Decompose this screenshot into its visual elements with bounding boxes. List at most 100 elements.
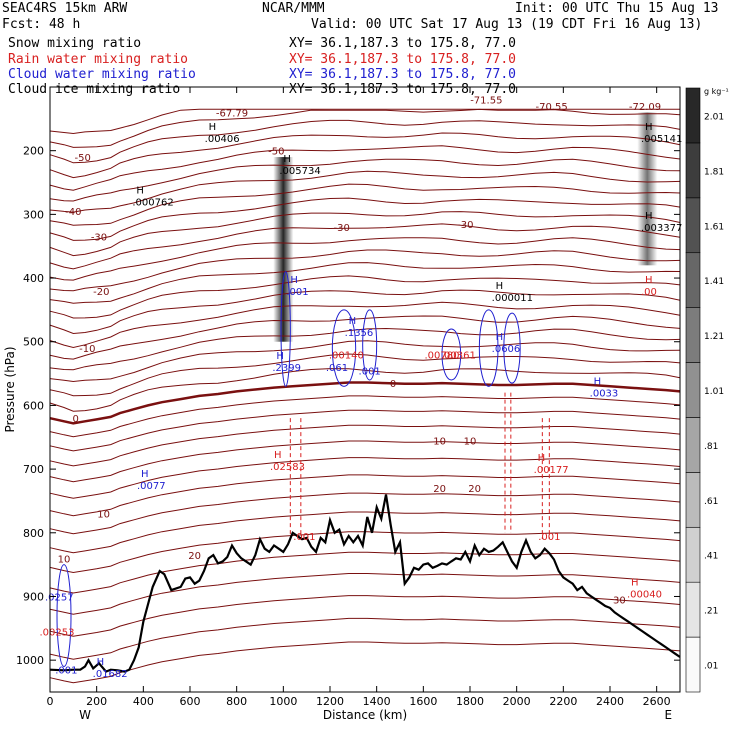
extremum-value: .00 (641, 287, 657, 298)
isotherm-label: -50 (74, 153, 90, 164)
x-tick-label: 600 (180, 695, 201, 708)
extremum-value: .00177 (534, 465, 569, 476)
colorbar-cell (685, 252, 701, 308)
extremum-value: .000011 (492, 293, 533, 304)
isotherm-line (49, 262, 681, 304)
isotherm-line (49, 641, 681, 684)
isotherm-line (49, 289, 681, 335)
colorbar-label: .41 (704, 552, 718, 562)
colorbar-label: 2.01 (704, 112, 724, 122)
terrain-line (49, 494, 681, 673)
isotherm-label: 20 (188, 551, 201, 562)
extremum-symbol: H (645, 122, 653, 133)
colorbar-label: .61 (704, 497, 718, 507)
rain-water-contour (541, 418, 550, 540)
plot-frame (49, 86, 681, 693)
isotherm-line (49, 573, 681, 615)
isotherm-line (49, 108, 681, 148)
axes-layer: 0 200 400 600 800 1000 1200 1400 1600 1800 2000 220… (3, 86, 681, 722)
y-tick-label: 300 (23, 208, 44, 221)
cloud-water-contour (362, 309, 378, 381)
contour-label: .001 (55, 666, 77, 677)
field-label-cloud-water: Cloud water mixing ratio (8, 67, 196, 82)
cloud-water-contour (331, 309, 357, 387)
model-title: SEAC4RS 15km ARW (2, 1, 128, 16)
contour-label: .061 (326, 363, 348, 374)
colorbar-cell (685, 581, 701, 638)
extremum-value: .0077 (137, 481, 166, 492)
colorbar-label: .21 (704, 607, 718, 617)
colorbar-cell (685, 197, 701, 254)
extremum-value: .000762 (132, 198, 173, 209)
y-tick-label: 500 (23, 336, 44, 349)
isotherm-label: 30 (613, 596, 626, 607)
isotherm-line (49, 409, 681, 452)
extremum-value: .001 (286, 287, 308, 298)
contour-label: .001 (359, 366, 381, 377)
isotherm-line (49, 474, 681, 517)
y-tick-label: 200 (23, 145, 44, 158)
isotherm-line (49, 237, 681, 281)
isotherm-label: 0 (72, 414, 78, 425)
x-tick-label: 2200 (549, 695, 577, 708)
cloud-water-contour (441, 328, 462, 381)
extremum-symbol: H (496, 332, 504, 343)
terrain-layer (49, 494, 681, 673)
isotherm-line (49, 170, 681, 213)
extremum-value: .02583 (270, 462, 305, 473)
isotherm-line (49, 395, 681, 438)
colorbar-label: 1.21 (704, 332, 724, 342)
cloud-water-contour (478, 309, 499, 387)
colorbar-label: .01 (704, 662, 718, 672)
extremum-value: .00406 (205, 134, 240, 145)
isotherm-label: 10 (433, 436, 446, 447)
contour-label: .00361 (441, 350, 476, 361)
colorbar-cell (685, 472, 701, 528)
colorbar-unit: g kg⁻¹ (704, 87, 729, 96)
extremum-symbol: H (496, 281, 504, 292)
colorbar-cell (685, 417, 701, 473)
isotherm-label: -71.55 (470, 96, 502, 107)
x-tick-label: 400 (133, 695, 154, 708)
x-tick-label: 2000 (503, 695, 531, 708)
isotherm-line (49, 197, 681, 241)
isotherm-label: -10 (79, 344, 95, 355)
extremum-symbol: H (274, 450, 282, 461)
extremum-value: .003377 (641, 223, 682, 234)
isotherm-line (49, 275, 681, 319)
isotherm-line (49, 119, 681, 164)
label-layer: -67.79 -71.55 -70.55 -72.09 -50 -50 -40 -30 -30 -… (40, 96, 683, 680)
extremum-symbol: H (141, 469, 149, 480)
extremum-value: .0033 (590, 389, 619, 400)
x-tick-label: 0 (47, 695, 54, 708)
isotherm-line (49, 158, 681, 202)
extremum-symbol: H (290, 275, 298, 286)
init-time: Init: 00 UTC Thu 15 Aug 13 (515, 1, 719, 16)
isotherm-line (49, 249, 681, 292)
extremum-symbol: H (645, 211, 653, 222)
y-tick-label: 700 (23, 463, 44, 476)
isotherm-line (49, 551, 681, 594)
valid-time: Valid: 00 UTC Sat 17 Aug 13 (19 CDT Fri … (311, 17, 703, 32)
isotherm-label: 0 (390, 379, 396, 390)
field-xy-rain: XY= 36.1,187.3 to 175.8, 77.0 (289, 52, 516, 67)
extremum-symbol: H (97, 657, 105, 668)
y-tick-label: 800 (23, 527, 44, 540)
isotherm-label: 20 (433, 484, 446, 495)
extremum-symbol: H (209, 122, 217, 133)
forecast-hour: Fcst: 48 h (2, 17, 81, 32)
extremum-symbol: H (349, 316, 357, 327)
extremum-symbol: H (538, 453, 546, 464)
x-axis-label: Distance (km) (323, 708, 407, 722)
field-label-cloud-ice: Cloud ice mixing ratio (8, 82, 181, 97)
field-xy-snow: XY= 36.1,187.3 to 175.8, 77.0 (289, 36, 516, 51)
x-tick-label: 2400 (596, 695, 624, 708)
extremum-value: .1356 (345, 328, 374, 339)
y-axis-label: Pressure (hPa) (3, 346, 17, 432)
isotherm-label: -30 (91, 233, 107, 244)
isotherm-line (49, 440, 681, 483)
colorbar-label: 1.61 (704, 222, 724, 232)
x-end-label-left: W (79, 708, 91, 722)
x-end-label-right: E (665, 708, 673, 722)
